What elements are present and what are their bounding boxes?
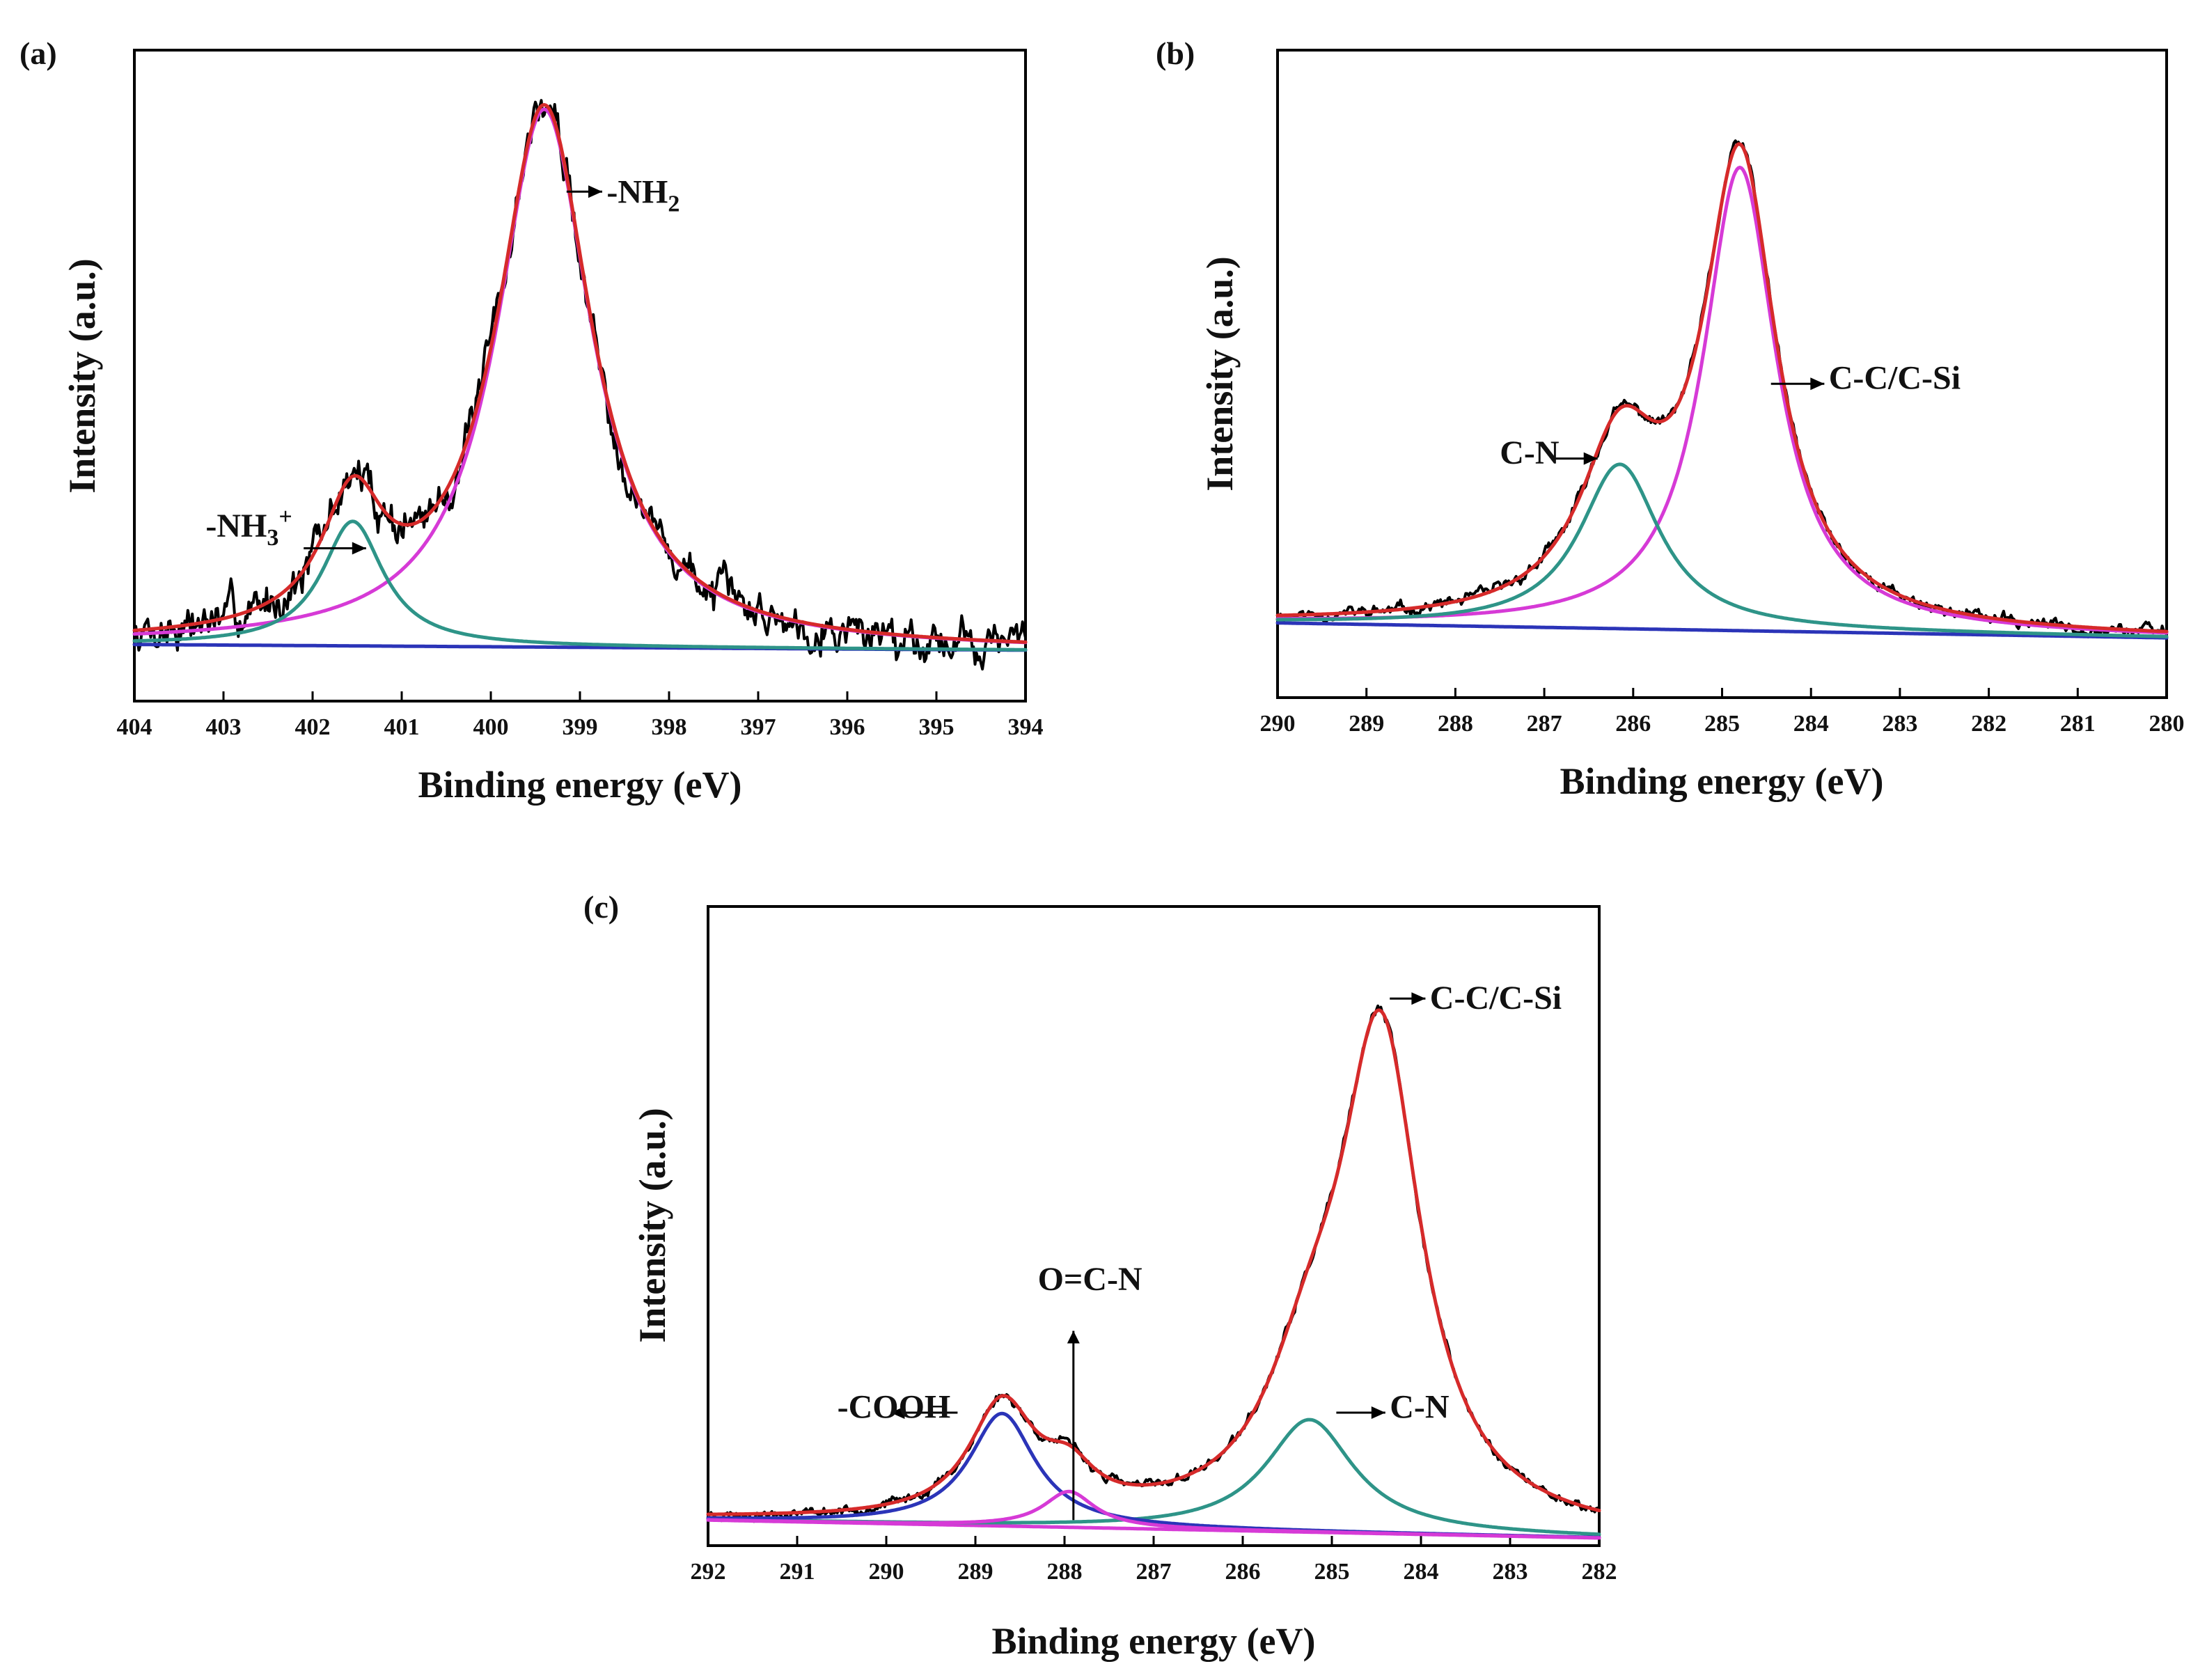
x-tick-label: 287 [1527, 711, 1562, 737]
annotation-text: C-C/C-Si [1829, 359, 1961, 396]
arrow-head [1411, 992, 1426, 1005]
annotations: -NH2-NH3+ [205, 174, 680, 555]
x-tick-label: 290 [869, 1559, 904, 1585]
x-tick-label: 282 [1971, 711, 2006, 737]
x-ticks: 290 289 288 287 286 285 284 283 282 281 280 [1260, 688, 2185, 737]
panel-label: (a) [19, 36, 57, 71]
x-tick-label: 287 [1136, 1559, 1172, 1585]
curves [1275, 139, 2169, 640]
x-ticks: 404 403 402 401 400 399 398 397 396 395 394 [117, 691, 1044, 740]
x-tick-label: 285 [1314, 1559, 1350, 1585]
annotation-text: -COOH [838, 1388, 951, 1425]
annotation-text: -NH [205, 508, 267, 544]
y-axis-title: Intensity (a.u.) [1199, 256, 1241, 492]
x-tick-label: 289 [1349, 711, 1384, 737]
series-envelope [706, 1008, 1601, 1516]
annotation-text: -NH [606, 174, 668, 211]
y-axis-title: Intensity (a.u.) [631, 1108, 673, 1343]
peak-annotation: -NH2 [606, 174, 680, 217]
series-raw [707, 1004, 1601, 1523]
panel-b: (b) 290 289 288 287 286 285 284 283 282 281 280 C-… [1156, 36, 2185, 802]
x-tick-label: 289 [958, 1559, 993, 1585]
series-envelope [132, 103, 1028, 644]
series-background [1275, 621, 2169, 640]
x-tick-label: 402 [295, 714, 331, 740]
series-c-c-c-si-fit [1275, 166, 2169, 635]
x-tick-label: 282 [1582, 1559, 1617, 1585]
x-tick-label: 283 [1493, 1559, 1528, 1585]
panel-label: (b) [1156, 36, 1195, 71]
series-raw [1276, 139, 2168, 638]
x-tick-label: 398 [652, 714, 687, 740]
annotations: C-C/C-Si C-N [1500, 359, 1961, 471]
x-tick-label: 291 [780, 1559, 815, 1585]
x-tick-label: 288 [1047, 1559, 1083, 1585]
annotation-subscript: 3 [267, 525, 278, 551]
x-tick-label: 400 [473, 714, 509, 740]
annotations: C-C/C-Si C-N -COOH O=C-N [838, 980, 1562, 1521]
y-axis-title: Intensity (a.u.) [61, 258, 103, 494]
x-tick-label: 394 [1008, 714, 1044, 740]
series-raw [133, 99, 1027, 670]
x-tick-label: 284 [1404, 1559, 1439, 1585]
x-tick-label: 401 [384, 714, 420, 740]
arrow-head [588, 185, 602, 198]
arrow-head [1810, 377, 1825, 391]
peak-annotation: -COOH [838, 1388, 951, 1425]
arrow-head [1583, 452, 1598, 465]
peak-annotation: C-N [1500, 434, 1560, 471]
x-ticks: 292 291 290 289 288 287 286 285 284 283 282 [691, 1536, 1617, 1585]
x-tick-label: 288 [1438, 711, 1473, 737]
x-tick-label: 404 [117, 714, 152, 740]
x-tick-label: 395 [919, 714, 955, 740]
series-envelope [1275, 142, 2169, 634]
arrow-head [1371, 1406, 1385, 1420]
panel-label: (c) [583, 889, 619, 925]
x-axis-title: Binding energy (eV) [418, 764, 742, 806]
x-tick-label: 285 [1704, 711, 1740, 737]
x-tick-label: 292 [691, 1559, 726, 1585]
x-axis-title: Binding energy (eV) [992, 1620, 1316, 1662]
curves [706, 1004, 1601, 1540]
x-tick-label: 280 [2149, 711, 2185, 737]
x-axis-title: Binding energy (eV) [1560, 760, 1884, 802]
x-tick-label: 284 [1793, 711, 1829, 737]
arrow-head [890, 1406, 905, 1420]
x-tick-label: 399 [563, 714, 598, 740]
x-tick-label: 290 [1260, 711, 1296, 737]
arrow-head [1067, 1330, 1080, 1344]
panel-c: (c) 292 291 290 289 288 287 286 285 284 283 282 C-… [583, 889, 1617, 1662]
annotation-text: O=C-N [1038, 1261, 1142, 1298]
series--nh2-fit [132, 107, 1028, 645]
x-tick-label: 397 [741, 714, 776, 740]
annotation-superscript: + [278, 504, 292, 530]
panel-a: (a) 404 403 402 401 400 399 398 397 396 395 394 -N… [19, 36, 1044, 806]
peak-annotation: C-N [1390, 1388, 1450, 1425]
series-c-n-fit [1275, 462, 2169, 638]
annotation-text: C-N [1500, 434, 1560, 471]
peak-annotation: C-C/C-Si [1829, 359, 1961, 396]
peak-annotation: -NH3+ [205, 504, 292, 551]
x-tick-label: 396 [830, 714, 865, 740]
series--nh3-fit [132, 519, 1028, 652]
x-tick-label: 403 [206, 714, 242, 740]
arrow-head [352, 542, 366, 555]
annotation-subscript: 2 [668, 191, 680, 217]
peak-annotation: O=C-N [1038, 1261, 1142, 1298]
annotation-text: C-N [1390, 1388, 1450, 1425]
x-tick-label: 283 [1882, 711, 1917, 737]
peak-annotation: C-C/C-Si [1430, 980, 1562, 1016]
x-tick-label: 286 [1615, 711, 1651, 737]
curves [132, 99, 1028, 670]
series-o-c-n-fit [706, 1489, 1601, 1540]
x-tick-label: 286 [1225, 1559, 1261, 1585]
x-tick-label: 281 [2060, 711, 2096, 737]
annotation-text: C-C/C-Si [1430, 980, 1562, 1016]
